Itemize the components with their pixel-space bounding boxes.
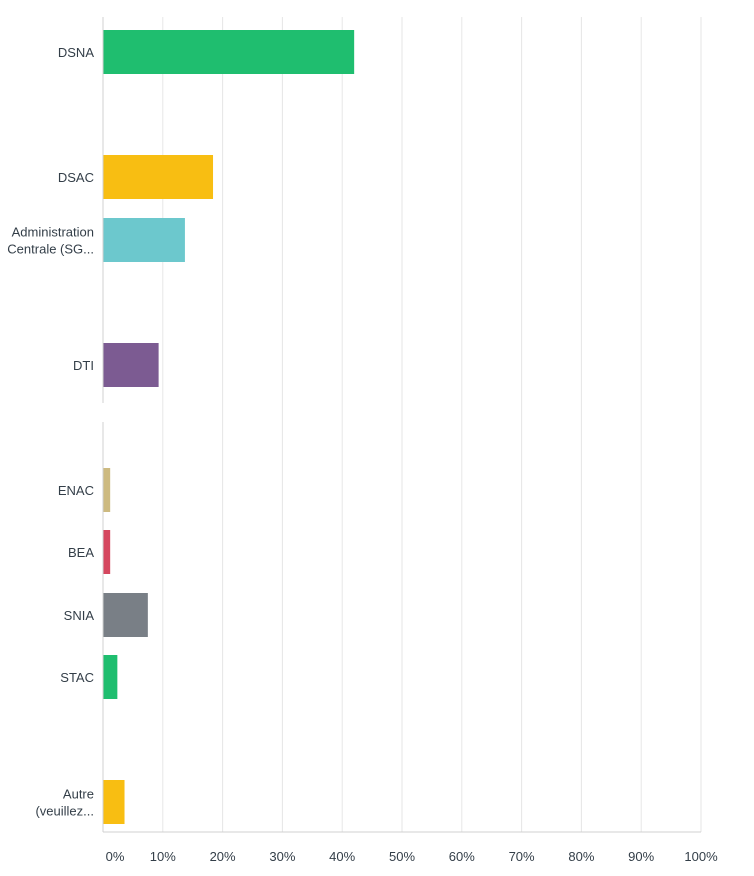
bar[interactable] [103, 780, 125, 824]
category-label: STAC [60, 670, 94, 685]
bar[interactable] [103, 655, 118, 699]
x-tick-label: 20% [210, 849, 236, 864]
x-tick-label: 90% [628, 849, 654, 864]
x-tick-label: 60% [449, 849, 475, 864]
x-tick-label: 30% [269, 849, 295, 864]
category-label: (veuillez... [35, 804, 94, 819]
x-tick-label: 50% [389, 849, 415, 864]
x-tick-label: 10% [150, 849, 176, 864]
category-label: SNIA [64, 608, 95, 623]
x-tick-labels: 0% 10% 20% 30% 40% 50% 60% 70% 80% 90% 100% [106, 849, 718, 864]
bar[interactable] [103, 343, 159, 387]
bar[interactable] [103, 468, 111, 512]
category-label: DTI [73, 358, 94, 373]
x-tick-label: 80% [568, 849, 594, 864]
bar[interactable] [103, 218, 185, 262]
bar[interactable] [103, 593, 148, 637]
x-tick-label: 70% [509, 849, 535, 864]
category-label: ENAC [58, 483, 94, 498]
category-labels: DSNA DSAC Administration Centrale (SG... DTI… [7, 45, 94, 819]
category-label: BEA [68, 545, 94, 560]
category-label: DSAC [58, 170, 94, 185]
category-label: Administration [12, 225, 94, 240]
bar[interactable] [103, 30, 355, 74]
bar[interactable] [103, 155, 214, 199]
category-label: Centrale (SG... [7, 242, 94, 257]
axes [102, 17, 701, 833]
x-tick-label: 0% [106, 849, 125, 864]
category-label: Autre [63, 787, 94, 802]
x-tick-label: 100% [684, 849, 718, 864]
grid-lines [162, 17, 702, 832]
category-label: DSNA [58, 45, 94, 60]
bars [103, 30, 355, 824]
bar[interactable] [103, 530, 111, 574]
x-tick-label: 40% [329, 849, 355, 864]
